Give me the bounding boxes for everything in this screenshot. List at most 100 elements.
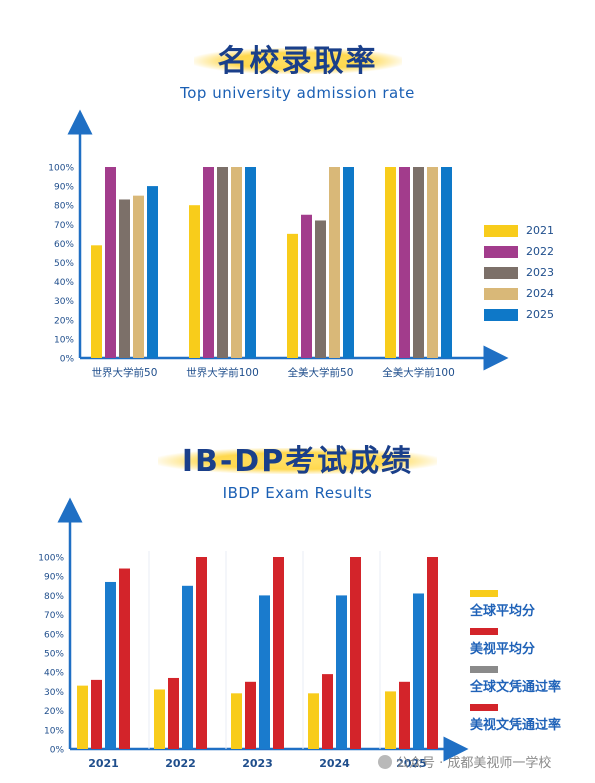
legend-swatch <box>484 308 518 321</box>
ibdp-bar <box>105 581 116 749</box>
admission-legend-item: 2023 <box>484 266 554 279</box>
admission-bar <box>91 245 102 358</box>
ibdp-title: IB-DP考试成绩 <box>157 436 438 480</box>
legend-label: 美视文凭通过率 <box>470 718 562 733</box>
admission-y-tick-label: 40% <box>54 278 74 288</box>
ibdp-bar <box>273 557 284 749</box>
admission-bar <box>203 167 214 358</box>
admission-legend-item: 2025 <box>484 308 554 321</box>
ibdp-bar <box>245 681 256 749</box>
ibdp-y-tick-label: 40% <box>44 669 64 679</box>
legend-swatch <box>484 245 518 258</box>
admission-bar <box>189 205 200 358</box>
ibdp-y-tick-label: 10% <box>44 726 64 736</box>
admission-y-tick-label: 90% <box>54 183 74 193</box>
ibdp-x-tick-label: 2024 <box>319 757 350 770</box>
admission-y-tick-label: 50% <box>54 259 74 269</box>
ibdp-y-tick-label: 60% <box>44 630 64 640</box>
ibdp-bar <box>119 568 130 749</box>
ibdp-bar <box>196 557 207 749</box>
admission-y-tick-label: 80% <box>54 202 74 212</box>
admission-x-tick-label: 全美大学前50 <box>288 366 354 379</box>
legend-label: 2022 <box>526 245 554 258</box>
ibdp-y-tick-label: 50% <box>44 650 64 660</box>
ibdp-y-tick-label: 20% <box>44 707 64 717</box>
admission-bar <box>231 167 242 358</box>
ibdp-y-tick-label: 70% <box>44 611 64 621</box>
ibdp-bar <box>350 557 361 749</box>
admission-bar <box>399 167 410 358</box>
wechat-icon <box>378 755 392 769</box>
legend-swatch <box>470 666 498 673</box>
ibdp-bar <box>154 689 165 749</box>
ibdp-x-tick-label: 2021 <box>88 757 119 770</box>
ibdp-y-tick-label: 100% <box>38 554 64 564</box>
admission-y-tick-label: 10% <box>54 335 74 345</box>
ibdp-bar <box>91 679 102 749</box>
admission-rate-chart: 0% 10% 20% 30% 40% 50% 60% 70% 80% 90% 100% 世界大学前50… <box>48 109 509 379</box>
legend-swatch <box>470 704 498 711</box>
admission-bar <box>133 195 144 358</box>
legend-label: 2024 <box>526 287 554 300</box>
admission-y-tick-label: 60% <box>54 240 74 250</box>
legend-label: 2025 <box>526 308 554 321</box>
admission-legend-item: 2022 <box>484 245 554 258</box>
ibdp-bar <box>322 674 333 749</box>
legend-label: 2023 <box>526 266 554 279</box>
ibdp-title-block: IB-DP考试成绩 IBDP Exam Results <box>0 436 595 502</box>
ibdp-bar <box>336 595 347 749</box>
ibdp-bar <box>182 585 193 749</box>
admission-bar <box>245 167 256 358</box>
admission-x-tick-label: 世界大学前100 <box>186 366 259 379</box>
ibdp-results-chart: 0% 10% 20% 30% 40% 50% 60% 70% 80% 90% 100% 2021 202… <box>38 497 469 770</box>
admission-bar <box>287 233 298 358</box>
admission-title-block: 名校录取率 Top university admission rate <box>0 36 595 102</box>
legend-swatch <box>470 628 498 635</box>
admission-bar <box>343 167 354 358</box>
ibdp-bar <box>168 677 179 749</box>
ibdp-bar <box>413 593 424 749</box>
admission-bar <box>217 167 228 358</box>
legend-label: 2021 <box>526 224 554 237</box>
admission-bar <box>329 167 340 358</box>
legend-swatch <box>484 266 518 279</box>
legend-label: 全球平均分 <box>470 604 536 619</box>
admission-y-tick-label: 20% <box>54 316 74 326</box>
admission-y-tick-label: 0% <box>60 355 75 365</box>
ibdp-bar <box>427 557 438 749</box>
ibdp-x-tick-label: 2025 <box>396 757 427 770</box>
ibdp-legend-item: 美视平均分 <box>470 628 561 657</box>
admission-bar <box>315 220 326 358</box>
admission-legend: 2021 2022 2023 2024 2025 <box>484 224 554 329</box>
admission-legend-item: 2024 <box>484 287 554 300</box>
watermark-text: 公众号 · 成都美视师一学校 <box>396 756 552 771</box>
admission-bar <box>105 167 116 358</box>
ibdp-bar <box>231 693 242 749</box>
admission-bar <box>441 167 452 358</box>
ibdp-legend-item: 全球平均分 <box>470 590 561 619</box>
legend-swatch <box>484 287 518 300</box>
ibdp-x-tick-label: 2022 <box>165 757 196 770</box>
admission-y-tick-label: 30% <box>54 297 74 307</box>
ibdp-legend-item: 美视文凭通过率 <box>470 704 561 733</box>
ibdp-results-panel: IB-DP考试成绩 IBDP Exam Results 0% 10% 20% 30% 4… <box>0 400 595 783</box>
admission-x-tick-label: 全美大学前100 <box>382 366 455 379</box>
ibdp-bar <box>308 693 319 749</box>
legend-label: 美视平均分 <box>470 642 536 657</box>
admission-bar <box>119 199 130 358</box>
admission-subtitle: Top university admission rate <box>180 84 415 102</box>
admission-bar <box>427 167 438 358</box>
ibdp-x-tick-label: 2023 <box>242 757 273 770</box>
legend-swatch <box>470 590 498 597</box>
ibdp-y-tick-label: 30% <box>44 688 64 698</box>
ibdp-bar <box>259 595 270 749</box>
legend-label: 全球文凭通过率 <box>470 680 562 695</box>
ibdp-bar <box>77 685 88 749</box>
legend-swatch <box>484 224 518 237</box>
admission-y-tick-label: 100% <box>48 164 74 174</box>
ibdp-y-tick-label: 0% <box>50 746 65 756</box>
admission-bar <box>385 167 396 358</box>
ibdp-bar <box>385 691 396 749</box>
admission-bar <box>413 167 424 358</box>
ibdp-legend-item: 全球文凭通过率 <box>470 666 561 695</box>
